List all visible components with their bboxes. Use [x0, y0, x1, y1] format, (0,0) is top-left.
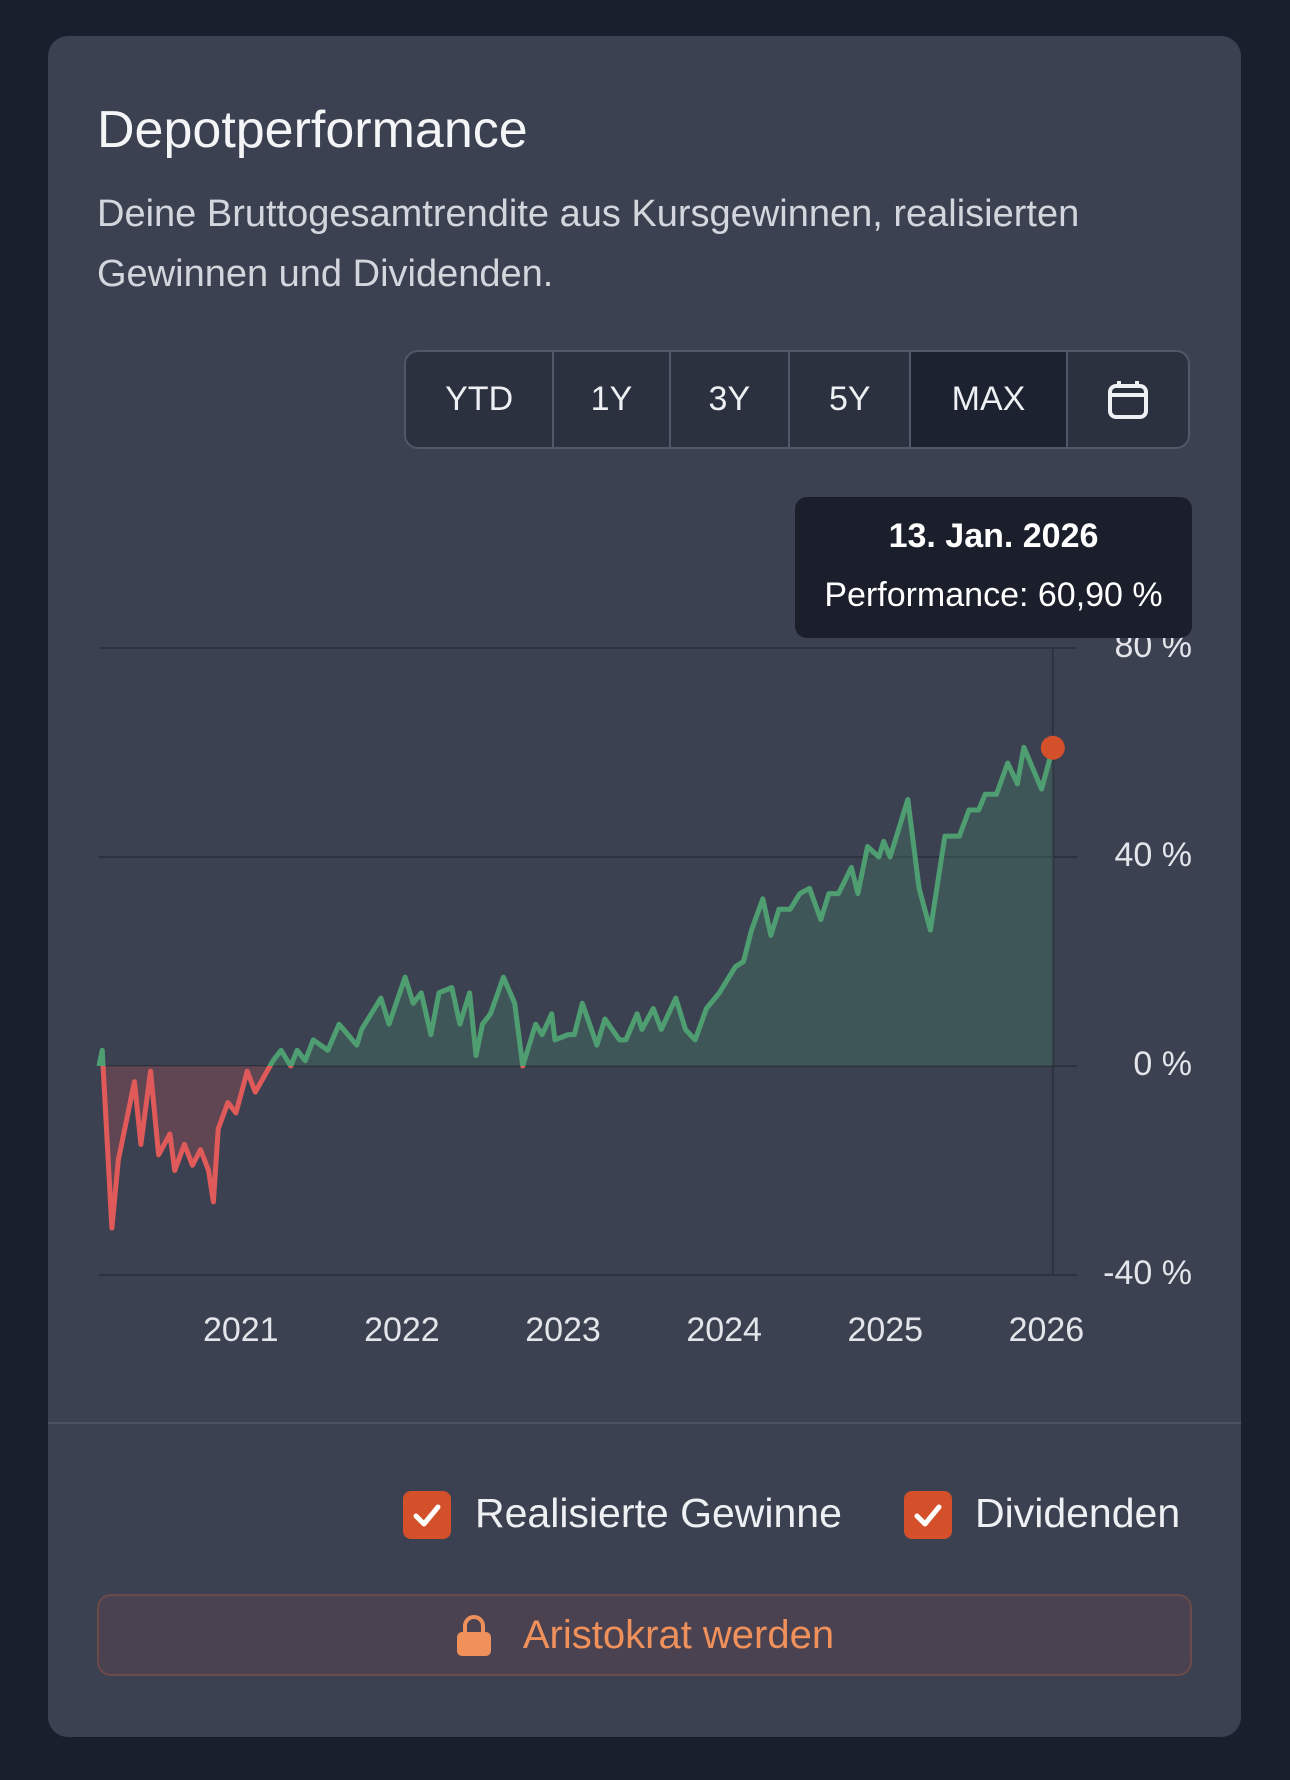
tooltip-date: 13. Jan. 2026 — [888, 517, 1099, 555]
checkbox-label: Realisierte Gewinne — [475, 1490, 842, 1536]
chart: -40 %0 %40 %80 %2021 2022 2023 2024 2025 2026 — [96, 627, 1193, 1349]
range-selector: YTD 1Y 3Y 5Y MAX — [404, 350, 1190, 449]
performance-area — [99, 747, 1053, 1228]
title: Depotperformance — [97, 101, 528, 159]
performance-line — [96, 744, 1056, 1231]
checkbox[interactable] — [403, 1491, 451, 1539]
checkbox-label: Dividenden — [975, 1490, 1181, 1536]
x-tick-label: 2021 — [203, 1311, 279, 1349]
y-tick-label: 0 % — [1133, 1045, 1192, 1083]
lock-icon — [456, 1615, 491, 1656]
range-button[interactable]: MAX — [911, 352, 1068, 447]
calendar-button[interactable] — [1067, 352, 1188, 447]
range-button[interactable]: 3Y — [670, 352, 791, 447]
range-button[interactable]: 5Y — [790, 352, 912, 447]
divider — [48, 1422, 1241, 1424]
y-tick-label: 40 % — [1115, 836, 1193, 874]
x-tick-label: 2026 — [1009, 1311, 1085, 1349]
checkbox[interactable] — [904, 1491, 952, 1539]
calendar-icon — [1107, 380, 1148, 419]
x-tick-label: 2025 — [847, 1311, 923, 1349]
x-tick-label: 2024 — [686, 1311, 762, 1349]
check-icon — [914, 1504, 942, 1527]
x-tick-label: 2022 — [364, 1311, 440, 1349]
upgrade-label: Aristokrat werden — [522, 1612, 835, 1657]
range-button[interactable]: YTD — [406, 352, 555, 447]
check-icon — [413, 1504, 441, 1527]
range-button[interactable]: 1Y — [554, 352, 671, 447]
y-tick-label: -40 % — [1103, 1254, 1192, 1292]
tooltip: 13. Jan. 2026 Performance: 60,90 % — [795, 497, 1192, 638]
hover-marker — [1040, 735, 1065, 760]
tooltip-value: Performance: 60,90 % — [824, 576, 1163, 614]
x-tick-label: 2023 — [525, 1311, 601, 1349]
subtitle: Deine Bruttogesamtrendite aus Kursgewinn… — [97, 193, 1080, 295]
upgrade-button[interactable]: Aristokrat werden — [97, 1594, 1192, 1676]
